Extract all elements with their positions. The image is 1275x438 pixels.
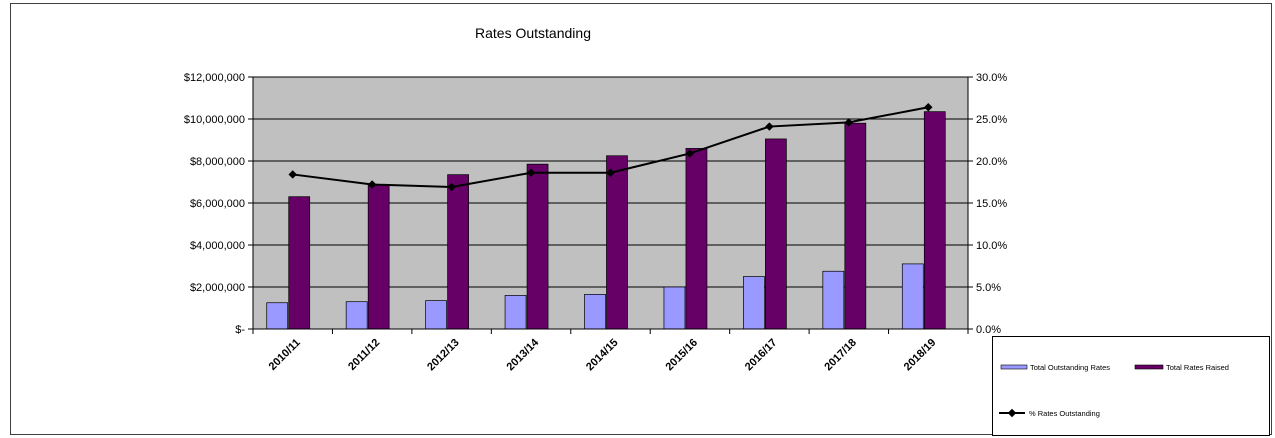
bar-total-outstanding-rates-2015-16 [663, 286, 686, 330]
bar-total-outstanding-rates-2016-17 [743, 276, 765, 330]
legend-label-total-rates-raised: Total Rates Raised [1166, 363, 1229, 372]
marker-rates-outstanding-2012-13 [447, 182, 456, 192]
left-axis-tick-label: $10,000,000 [184, 114, 245, 126]
left-axis-tick-label: $- [235, 324, 245, 336]
right-axis-tick-label: 5.0% [976, 282, 1001, 294]
legend-swatch-total-outstanding-rates [1000, 364, 1028, 370]
left-axis-tick-label: $4,000,000 [190, 240, 245, 252]
marker-rates-outstanding-2011-12 [367, 180, 377, 189]
bar-total-outstanding-rates-2013-14 [504, 295, 527, 330]
right-axis-tick-label: 30.0% [976, 72, 1007, 84]
right-axis-tick-label: 15.0% [976, 198, 1007, 210]
bar-total-rates-raised-2011-12 [367, 184, 390, 330]
x-axis-tick-label: 2015/16 [663, 337, 700, 374]
left-axis-tick-label: $12,000,000 [184, 72, 245, 84]
bar-total-outstanding-rates-2014-15 [584, 294, 606, 330]
bar-total-rates-raised-2013-14 [526, 163, 549, 330]
bar-total-rates-raised-2018-19 [923, 111, 946, 330]
marker-rates-outstanding-2010-11 [288, 170, 297, 179]
x-axis-tick-label: 2011/12 [346, 337, 382, 373]
bar-total-rates-raised-2014-15 [606, 155, 628, 330]
bar-total-outstanding-rates-2018-19 [901, 263, 924, 330]
bar-total-rates-raised-2016-17 [765, 138, 787, 330]
bar-total-outstanding-rates-2011-12 [345, 301, 368, 330]
x-axis-tick-label: 2017/18 [822, 337, 859, 374]
bar-total-outstanding-rates-2010-11 [266, 302, 289, 330]
left-axis-tick-label: $2,000,000 [190, 282, 245, 294]
right-axis-tick-label: 10.0% [976, 240, 1007, 252]
legend-marker-rates-outstanding [1007, 408, 1017, 418]
x-axis-tick-label: 2016/17 [743, 337, 780, 374]
bar-total-rates-raised-2017-18 [844, 122, 867, 330]
legend-label-rates-outstanding: % Rates Outstanding [1029, 409, 1100, 418]
x-axis-tick-label: 2018/19 [902, 337, 939, 374]
chart-title: Rates Outstanding [475, 25, 591, 41]
right-axis-tick-label: 25.0% [976, 114, 1007, 126]
x-axis-tick-label: 2010/11 [267, 337, 303, 373]
x-axis-tick-label: 2014/15 [584, 337, 621, 374]
left-axis-tick-label: $6,000,000 [190, 198, 245, 210]
legend: Total Outstanding Rates Total Rates Rais… [992, 336, 1270, 436]
bar-total-outstanding-rates-2017-18 [822, 270, 845, 330]
x-axis-tick-label: 2012/13 [425, 337, 462, 374]
bar-total-rates-raised-2012-13 [447, 174, 469, 330]
bar-total-outstanding-rates-2012-13 [425, 300, 447, 330]
x-axis-tick-label: 2013/14 [505, 336, 542, 373]
right-axis-tick-label: 0.0% [976, 324, 1001, 336]
legend-swatch-total-rates-raised [1134, 364, 1164, 370]
legend-label-total-outstanding-rates: Total Outstanding Rates [1030, 363, 1110, 372]
right-axis-tick-label: 20.0% [976, 156, 1007, 168]
bar-total-rates-raised-2015-16 [685, 148, 708, 330]
bar-total-rates-raised-2010-11 [288, 196, 311, 330]
left-axis-tick-label: $8,000,000 [190, 156, 245, 168]
